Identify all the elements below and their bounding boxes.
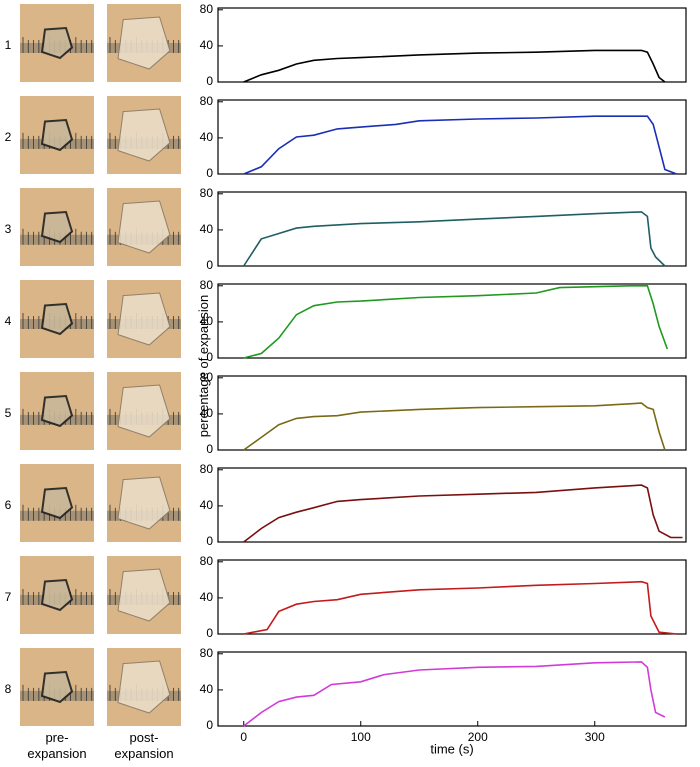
plot-frame	[217, 99, 687, 175]
row-label: 7	[5, 590, 12, 604]
crystal-photo	[107, 280, 181, 358]
y-tick-label: 0	[206, 718, 213, 732]
data-line	[243, 484, 683, 543]
crystal-photo	[20, 372, 94, 450]
column-label: post-expansion	[114, 730, 173, 761]
y-tick-label: 40	[200, 498, 214, 512]
x-axis-label: time (s)	[430, 741, 473, 756]
y-tick-label: 80	[200, 646, 214, 660]
crystal-photo	[20, 188, 94, 266]
crystal	[40, 486, 74, 520]
y-tick-label: 0	[206, 74, 213, 88]
x-tick-label: 0	[240, 730, 247, 744]
y-tick-label: 80	[200, 278, 214, 292]
y-tick-label: 80	[200, 554, 214, 568]
plot-frame	[217, 283, 687, 359]
data-line	[243, 402, 666, 451]
crystal	[117, 568, 171, 622]
y-tick-label: 40	[200, 682, 214, 696]
y-tick-label: 40	[200, 38, 214, 52]
plot-frame	[217, 7, 687, 83]
crystal-photo	[20, 464, 94, 542]
crystal-photo	[20, 280, 94, 358]
crystal	[117, 384, 171, 438]
y-tick-label: 0	[206, 626, 213, 640]
y-tick-label: 0	[206, 442, 213, 456]
crystal-photo	[107, 4, 181, 82]
column-label-line: post-	[130, 730, 159, 745]
crystal	[40, 118, 74, 152]
y-tick-label: 40	[200, 314, 214, 328]
crystal-photo	[107, 372, 181, 450]
y-tick-label: 40	[200, 222, 214, 236]
row-label: 8	[5, 682, 12, 696]
y-tick-label: 0	[206, 350, 213, 364]
y-tick-label: 0	[206, 166, 213, 180]
y-tick-label: 80	[200, 462, 214, 476]
crystal	[40, 394, 74, 428]
column-label-line: pre-	[45, 730, 68, 745]
y-tick-label: 40	[200, 406, 214, 420]
crystal	[117, 292, 171, 346]
plot-frame	[217, 651, 687, 727]
x-tick-label: 100	[351, 730, 371, 744]
y-axis-label: percentage of expansion	[196, 295, 211, 437]
data-line	[243, 285, 669, 359]
column-label-line: expansion	[114, 746, 173, 761]
crystal-photo	[107, 556, 181, 634]
y-tick-label: 80	[200, 186, 214, 200]
row-label: 2	[5, 130, 12, 144]
crystal-photo	[107, 648, 181, 726]
y-tick-label: 80	[200, 2, 214, 16]
crystal	[117, 200, 171, 254]
column-label-line: expansion	[27, 746, 86, 761]
data-line	[243, 580, 677, 635]
data-line	[243, 49, 666, 83]
column-label: pre-expansion	[27, 730, 86, 761]
row-label: 4	[5, 314, 12, 328]
crystal-photo	[107, 464, 181, 542]
y-tick-label: 0	[206, 534, 213, 548]
data-line	[243, 211, 666, 267]
x-tick-label: 200	[468, 730, 488, 744]
y-tick-label: 80	[200, 94, 214, 108]
crystal-photo	[107, 188, 181, 266]
crystal	[40, 670, 74, 704]
y-tick-label: 40	[200, 130, 214, 144]
y-tick-label: 40	[200, 590, 214, 604]
crystal	[117, 660, 171, 714]
plot-frame	[217, 191, 687, 267]
plot-frame	[217, 375, 687, 451]
crystal-photo	[20, 4, 94, 82]
y-tick-label: 0	[206, 258, 213, 272]
row-label: 3	[5, 222, 12, 236]
crystal-photo	[107, 96, 181, 174]
plot-frame	[217, 467, 687, 543]
crystal	[117, 108, 171, 162]
row-label: 1	[5, 38, 12, 52]
data-line	[243, 115, 677, 175]
crystal-photo	[20, 556, 94, 634]
data-line	[243, 661, 666, 727]
crystal	[117, 476, 171, 530]
crystal	[117, 16, 171, 70]
y-tick-label: 80	[200, 370, 214, 384]
crystal-photo	[20, 648, 94, 726]
row-label: 6	[5, 498, 12, 512]
plot-frame	[217, 559, 687, 635]
x-tick-label: 300	[585, 730, 605, 744]
crystal	[40, 210, 74, 244]
row-label: 5	[5, 406, 12, 420]
crystal	[40, 578, 74, 612]
crystal	[40, 26, 74, 60]
crystal-photo	[20, 96, 94, 174]
crystal	[40, 302, 74, 336]
